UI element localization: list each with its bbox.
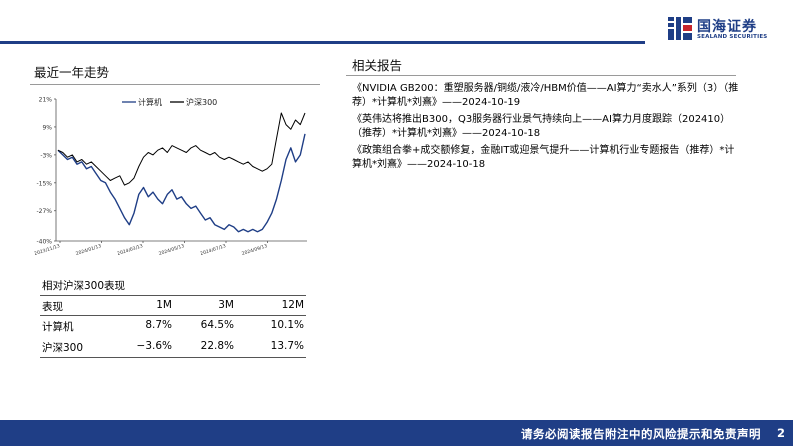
performance-table: 表现 1M 3M 12M 计算机 8.7% 64.5% 10.1% 沪深300 …	[40, 295, 306, 358]
report-link[interactable]: 《NVIDIA GB200：重塑服务器/铜缆/液冷/HBM价值——AI算力“卖水…	[352, 83, 739, 108]
table-cell: 13.7%	[270, 340, 304, 352]
page-number: 2	[776, 426, 785, 440]
trend-title: 最近一年走势	[34, 65, 110, 80]
table-cell: 22.8%	[200, 340, 234, 352]
y-tick-label: 9%	[42, 124, 52, 131]
x-tick-label: 2024/03/13	[117, 243, 144, 257]
table-cell: 8.7%	[145, 319, 172, 331]
logo-en-text: SEALAND SECURITIES	[697, 34, 768, 40]
series-line-csi300	[57, 112, 306, 186]
logo-cn-text: 国海证券	[697, 19, 757, 35]
trend-chart: 21%9%-3%-15%-27%-40%2023/11/13 2024/01/13…	[34, 97, 307, 257]
related-reports-title: 相关报告	[352, 58, 403, 73]
legend-label: 计算机	[138, 97, 162, 107]
sealand-logo-icon	[668, 17, 692, 40]
table-header-cell: 3M	[218, 299, 234, 311]
company-logo: 国海证券 SEALAND SECURITIES	[666, 14, 778, 44]
table-header-cell: 1M	[156, 299, 172, 311]
performance-title: 相对沪深300表现	[42, 280, 126, 292]
table-header-cell: 表现	[42, 301, 63, 313]
legend-label: 沪深300	[186, 97, 217, 107]
related-reports-list: 《NVIDIA GB200：重塑服务器/铜缆/液冷/HBM价值——AI算力“卖水…	[352, 82, 742, 175]
footer-bar: 请务必阅读报告附注中的风险提示和免责声明 2	[0, 420, 793, 446]
x-tick-label: 2024/09/13	[241, 243, 268, 257]
table-row: 计算机 8.7% 64.5% 10.1%	[40, 316, 306, 337]
table-cell: −3.6%	[136, 340, 172, 352]
y-tick-label: -40%	[36, 239, 52, 246]
report-link[interactable]: 《政策组合拳+成交额修复，金融IT或迎景气提升——计算机行业专题报告（推荐）*计…	[352, 145, 735, 170]
table-header-cell: 12M	[281, 299, 304, 311]
x-tick-label: 2024/01/13	[75, 243, 102, 257]
table-cell: 沪深300	[42, 342, 84, 354]
x-tick-label: 2024/05/13	[158, 243, 185, 257]
related-reports-rule	[346, 75, 736, 76]
table-row: 沪深300 −3.6% 22.8% 13.7%	[40, 337, 306, 358]
y-tick-label: -3%	[40, 152, 52, 159]
trend-title-rule	[30, 84, 320, 85]
table-cell: 计算机	[42, 321, 74, 333]
header-rule	[0, 41, 645, 44]
table-cell: 10.1%	[270, 319, 304, 331]
y-tick-label: -15%	[36, 180, 52, 187]
table-cell: 64.5%	[200, 319, 234, 331]
report-link[interactable]: 《英伟达将推出B300，Q3服务器行业景气持续向上——AI算力月度跟踪（2024…	[352, 114, 731, 139]
y-tick-label: 21%	[39, 97, 53, 104]
series-line-computer	[57, 133, 306, 233]
x-tick-label: 2024/07/13	[200, 243, 227, 257]
y-tick-label: -27%	[36, 208, 52, 215]
disclaimer-text: 请务必阅读报告附注中的风险提示和免责声明	[521, 427, 761, 441]
table-header-row: 表现 1M 3M 12M	[40, 295, 306, 316]
